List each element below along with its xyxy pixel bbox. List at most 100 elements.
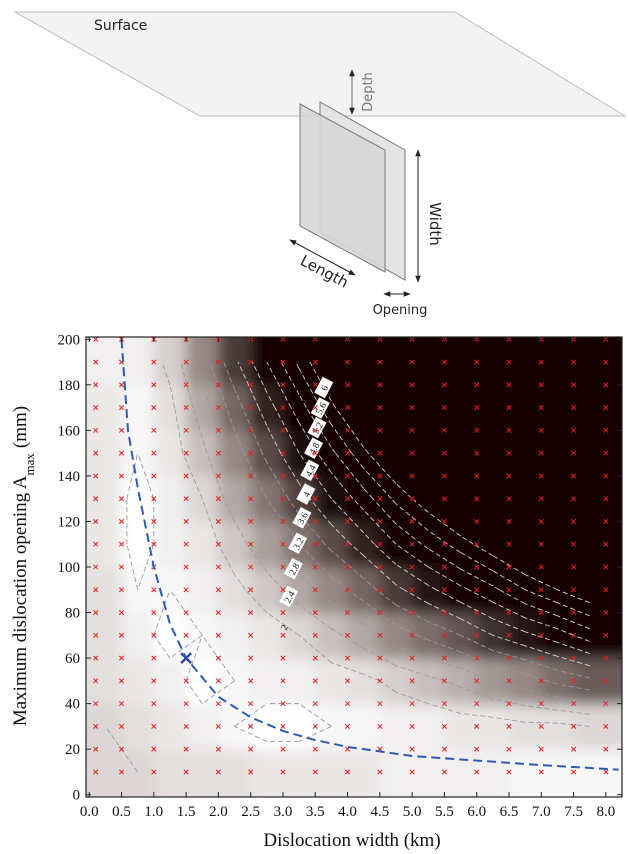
contour-line [280,361,300,395]
contour-label-box [296,483,316,505]
sample-point [312,496,318,502]
sample-point [538,678,544,684]
heat-cell [186,749,219,797]
sample-point [344,701,351,707]
sample-point [312,769,318,775]
sample-point [441,678,447,684]
sample-point [377,382,383,388]
heat-cell [121,521,155,568]
surface-label: Surface [94,18,147,34]
contour-line [492,716,526,723]
sample-point [603,587,609,593]
sample-point [571,541,577,547]
sample-point [538,769,544,775]
contour-line [298,725,332,742]
sample-point [118,564,125,570]
heat-cell [541,703,575,750]
heat-cell [412,430,445,477]
sample-point [571,746,577,752]
sample-point [506,632,512,638]
heat-cell [315,658,349,705]
heat-cell [444,703,478,750]
sample-point [312,655,318,661]
x-tick-label: 7.0 [532,804,551,820]
contour-line [242,407,263,454]
sample-point [571,382,577,388]
sample-point [312,678,318,684]
sample-point [377,609,383,616]
sample-point [151,382,157,388]
contour-line [557,589,590,604]
sample-point [603,723,609,729]
sample-point [474,382,480,388]
heat-cell [508,612,542,659]
heat-cell [86,337,123,386]
contour-line [557,722,590,727]
heat-cell [186,384,219,431]
heat-cell [476,337,510,386]
sample-point [280,769,286,775]
contour-line [444,680,461,688]
sample-point [93,473,99,479]
sample-point [312,382,318,388]
x-tick-label: 4.0 [338,804,357,820]
heat-cell [379,703,413,750]
contour-line [331,424,352,454]
sample-point [441,427,447,433]
contour-label-group: 4 [296,483,316,505]
contour-line [492,601,526,619]
sample-point [344,496,351,502]
heat-cell [86,521,123,568]
contour-line [499,589,526,605]
sample-point [409,496,415,502]
sample-point [506,564,512,570]
sample-point [312,632,318,638]
contour-line [169,384,176,408]
heat-cell [444,567,478,614]
sample-point [183,427,189,433]
contour-line [224,452,235,477]
y-tick-label: 100 [58,560,81,576]
heat-cell [86,658,123,705]
sample-point [280,587,286,593]
sample-point [603,769,609,775]
sample-point [344,769,351,775]
sample-point [603,655,609,661]
contour-line [363,447,369,454]
contour-line [347,589,364,602]
sample-point [93,678,99,684]
heat-cell [444,337,478,386]
contour-line [363,468,392,499]
contour-line [395,543,429,568]
contour-line [557,628,574,636]
sample-point [248,564,254,570]
sample-point [538,427,544,433]
sample-point [377,518,383,525]
sample-point [538,701,544,707]
sample-point [151,678,157,684]
y-tick-label: 120 [58,514,81,530]
heat-cell [121,567,155,614]
heat-cell [541,475,575,522]
heat-cell [573,612,622,659]
sample-point [571,473,577,479]
contour-line [363,647,397,667]
sample-point [151,405,157,411]
sample-point [151,496,157,502]
contour-line [266,571,284,591]
sample-point [506,769,512,775]
sample-point [441,655,447,661]
heat-cell [186,430,219,477]
sample-point [441,746,447,752]
contour-line [524,659,558,671]
x-tick-label: 5.5 [435,804,454,820]
sample-point [377,427,383,433]
sample-point [215,541,221,547]
heat-cell [508,430,542,477]
sample-point [474,359,480,365]
heat-cell [573,337,622,386]
heat-cell [347,521,381,568]
contour-line [331,628,343,636]
heat-cell [379,567,413,614]
sample-point [93,359,99,365]
